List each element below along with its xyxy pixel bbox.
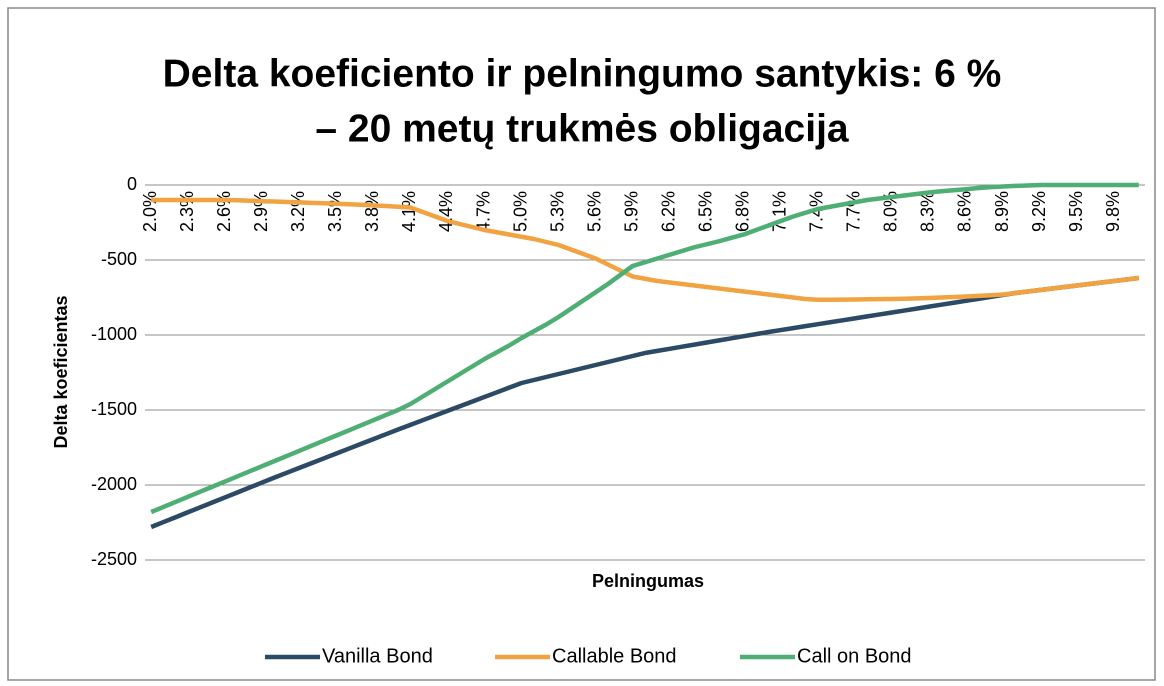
x-tick-label: 6.8% — [733, 191, 753, 232]
y-axis-title: Delta koeficientas — [51, 295, 71, 448]
x-tick-label: 5.0% — [510, 191, 530, 232]
y-tick-label: -500 — [101, 249, 137, 269]
x-tick-label: 2.0% — [140, 191, 160, 232]
y-tick-label: 0 — [127, 174, 137, 194]
x-tick-label: 3.5% — [325, 191, 345, 232]
y-tick-label: -1000 — [91, 324, 137, 344]
x-tick-label: 7.7% — [844, 191, 864, 232]
x-tick-label: 2.9% — [251, 191, 271, 232]
x-tick-label: 8.3% — [918, 191, 938, 232]
x-tick-label: 3.2% — [288, 191, 308, 232]
y-tick-label: -2000 — [91, 474, 137, 494]
chart-title: Delta koeficiento ir pelningumo santykis… — [163, 52, 1002, 95]
x-tick-label: 2.3% — [177, 191, 197, 232]
chart-subtitle: – 20 metų trukmės obligacija — [315, 107, 849, 150]
x-tick-label: 4.1% — [399, 191, 419, 232]
x-tick-label: 5.9% — [621, 191, 641, 232]
x-tick-label: 2.6% — [214, 191, 234, 232]
legend-label: Callable Bond — [552, 645, 677, 667]
x-tick-label: 6.2% — [658, 191, 678, 232]
line-series — [151, 197, 1140, 302]
x-axis-title: Pelningumas — [592, 571, 704, 591]
y-tick-label: -2500 — [91, 549, 137, 569]
x-tick-label: 9.2% — [1029, 191, 1049, 232]
x-tick-label: 8.9% — [992, 191, 1012, 232]
x-tick-label: 5.3% — [547, 191, 567, 232]
x-tick-label: 9.5% — [1066, 191, 1086, 232]
legend-label: Call on Bond — [797, 645, 912, 667]
x-tick-label: 8.6% — [955, 191, 975, 232]
x-tick-label: 3.8% — [362, 191, 382, 232]
x-tick-label: 9.8% — [1103, 191, 1123, 232]
legend-label: Vanilla Bond — [322, 645, 433, 667]
chart-border — [7, 7, 1156, 681]
x-tick-label: 6.5% — [695, 191, 715, 232]
line-series — [150, 182, 1139, 515]
x-tick-label: 4.4% — [436, 191, 456, 232]
y-tick-label: -1500 — [91, 399, 137, 419]
x-tick-label: 8.0% — [881, 191, 901, 232]
line-series — [150, 275, 1140, 530]
x-tick-label: 4.7% — [473, 191, 493, 232]
x-tick-label: 5.6% — [584, 191, 604, 232]
